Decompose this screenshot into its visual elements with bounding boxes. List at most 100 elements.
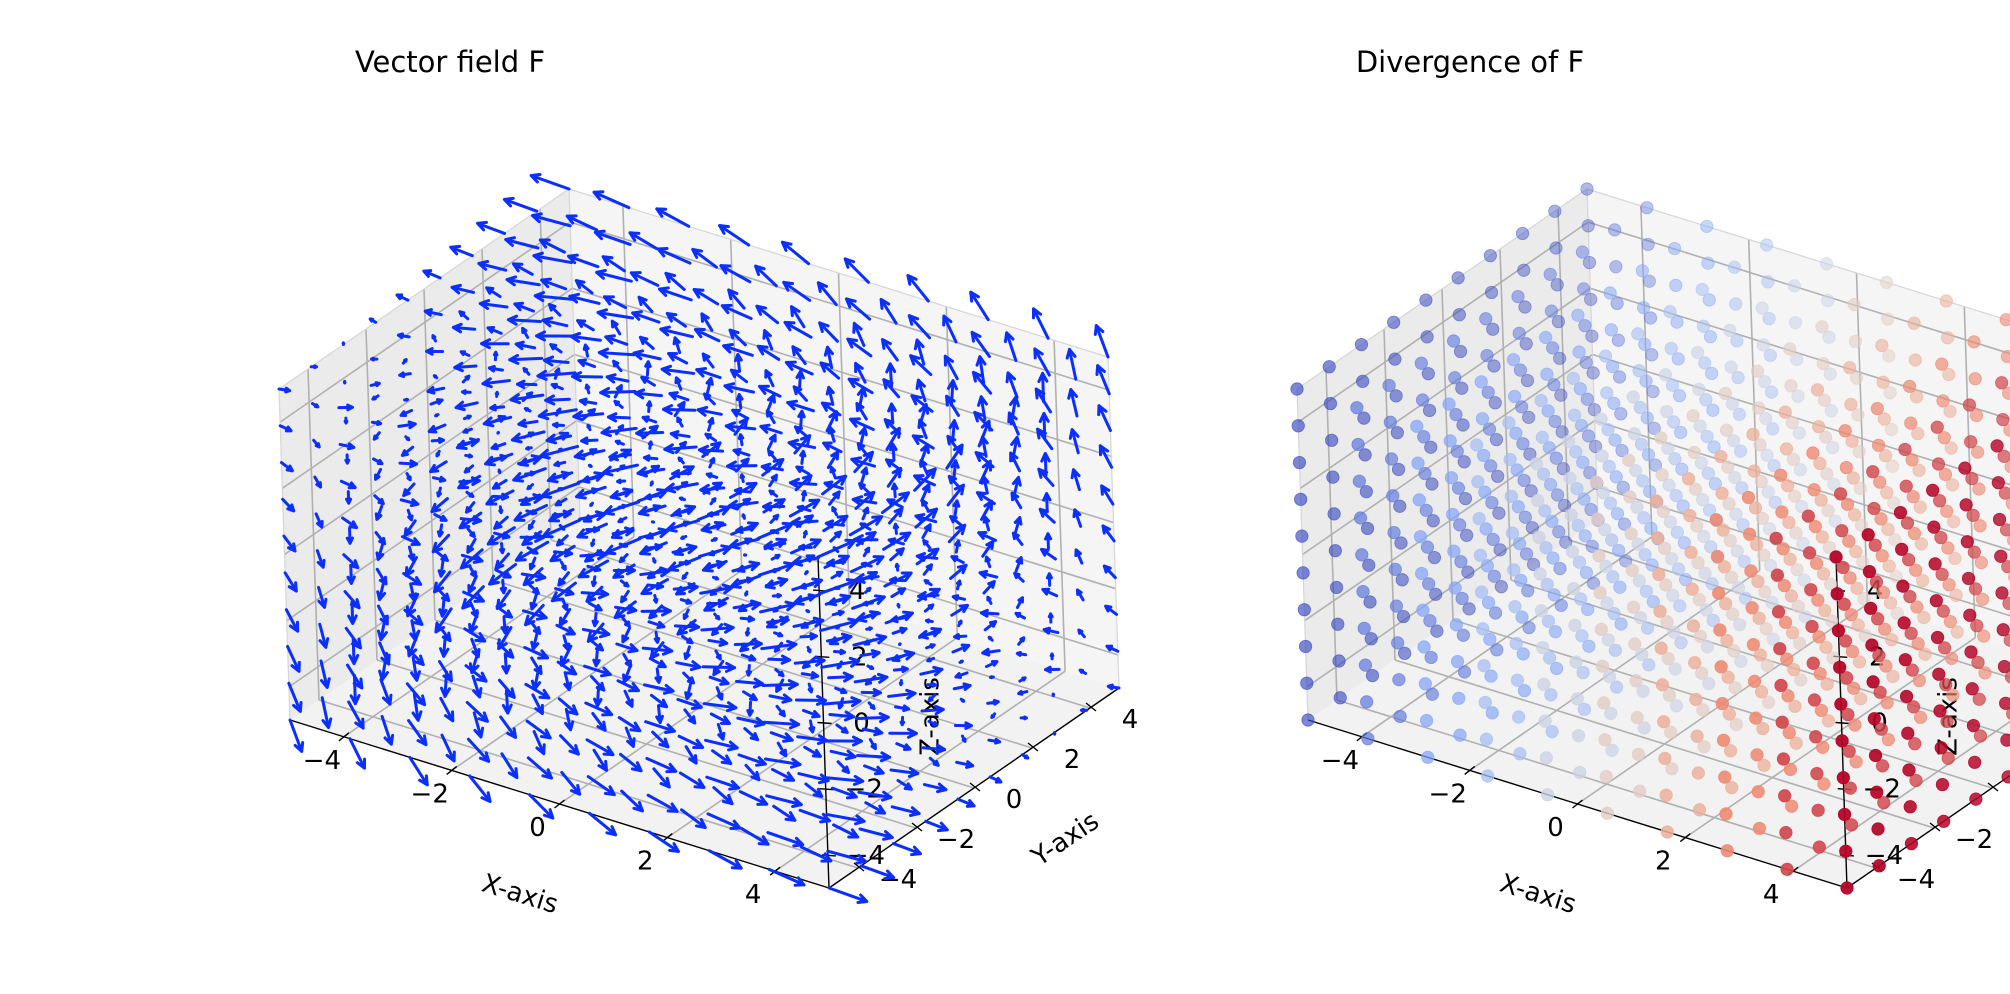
divergence-point (1455, 381, 1469, 395)
divergence-point (1635, 264, 1649, 278)
vector-arrow (981, 647, 1001, 657)
vector-arrow (654, 667, 663, 684)
vector-arrow (854, 712, 890, 724)
vector-arrow (956, 797, 976, 808)
divergence-point (1848, 718, 1862, 732)
divergence-point (1292, 455, 1307, 470)
divergence-point (1819, 430, 1833, 444)
divergence-point (1598, 522, 1612, 537)
vector-arrow (858, 426, 868, 447)
divergence-point (1612, 543, 1626, 558)
vector-arrow (865, 626, 873, 631)
divergence-point (1398, 646, 1412, 660)
vector-arrow (719, 264, 752, 284)
vector-arrow (707, 849, 743, 870)
divergence-point (1364, 632, 1378, 646)
divergence-point (1515, 226, 1530, 241)
divergence-point (1723, 533, 1737, 548)
divergence-point (1816, 567, 1831, 581)
vector-arrow (702, 481, 723, 495)
vector-arrow (641, 644, 674, 656)
vector-arrow (700, 312, 714, 332)
vector-arrow (454, 400, 479, 412)
divergence-point (1848, 334, 1863, 348)
divergence-point (1746, 637, 1760, 652)
vector-arrow (343, 416, 349, 425)
vector-arrow (370, 356, 379, 362)
vector-arrow (400, 535, 421, 547)
divergence-point (1870, 401, 1884, 416)
divergence-point (1537, 677, 1551, 691)
divergence-point (1935, 567, 1949, 581)
vector-arrow (675, 660, 702, 672)
divergence-point (1940, 714, 1954, 729)
divergence-point (1390, 426, 1404, 440)
vector-arrow (858, 827, 894, 841)
y-tick (1929, 822, 1941, 832)
divergence-point (1470, 438, 1484, 452)
vector-arrow (541, 316, 569, 328)
vector-arrow (467, 564, 478, 579)
vector-arrow (593, 685, 603, 708)
divergence-point (1725, 397, 1739, 411)
divergence-point (1696, 319, 1711, 333)
vector-arrow (733, 638, 763, 650)
divergence-point (1627, 427, 1642, 441)
vector-arrow (816, 538, 857, 559)
divergence-point (1902, 379, 1917, 393)
divergence-point (1761, 485, 1775, 499)
vector-arrow (560, 770, 582, 796)
vector-arrow (649, 693, 669, 709)
vector-arrow (378, 641, 391, 666)
y-tick-label: −2 (1955, 825, 1993, 855)
divergence-point (1966, 718, 1981, 733)
divergence-point (1931, 457, 1946, 471)
vector-arrow (700, 622, 735, 634)
vector-arrow (691, 247, 718, 269)
vector-arrow (493, 515, 509, 530)
divergence-point (1639, 374, 1653, 388)
vector-arrow (644, 360, 652, 377)
vector-arrow (852, 633, 888, 647)
vector-arrow (508, 353, 544, 365)
divergence-point (1756, 721, 1770, 736)
divergence-point (1687, 445, 1701, 460)
vector-arrow (278, 424, 293, 433)
vector-arrow (592, 190, 631, 210)
vector-arrow (1065, 347, 1078, 381)
divergence-point (1879, 275, 1894, 289)
divergence-point (1640, 411, 1654, 425)
vector-arrow (823, 345, 834, 370)
vector-arrow (642, 454, 659, 462)
vector-arrow (744, 763, 761, 782)
divergence-point (1873, 475, 1887, 489)
divergence-point (1723, 744, 1738, 758)
vector-arrow (457, 437, 480, 448)
divergence-point (1638, 337, 1652, 351)
divergence-point (1605, 743, 1619, 757)
vector-arrow (502, 196, 539, 213)
vector-arrow (580, 436, 599, 445)
vector-arrow (638, 335, 655, 350)
divergence-point (1450, 654, 1465, 669)
divergence-point (1752, 611, 1766, 625)
vector-arrow (979, 608, 1000, 618)
divergence-point (1594, 412, 1608, 426)
vector-arrow (614, 604, 638, 615)
divergence-point (1419, 293, 1433, 307)
vector-arrow (628, 231, 659, 251)
divergence-point (1604, 323, 1618, 337)
divergence-point (1358, 448, 1372, 462)
divergence-point (1854, 692, 1868, 706)
divergence-point (1623, 490, 1637, 504)
divergence-point (1426, 514, 1440, 528)
divergence-point (1950, 625, 1964, 639)
vector-arrow (709, 712, 731, 725)
divergence-point (1827, 477, 1841, 491)
vector-arrow (705, 472, 719, 479)
divergence-point (1999, 313, 2010, 327)
divergence-point (1636, 300, 1651, 315)
divergence-point (1485, 706, 1499, 720)
divergence-point (1958, 461, 1972, 475)
divergence-point (1462, 602, 1476, 616)
